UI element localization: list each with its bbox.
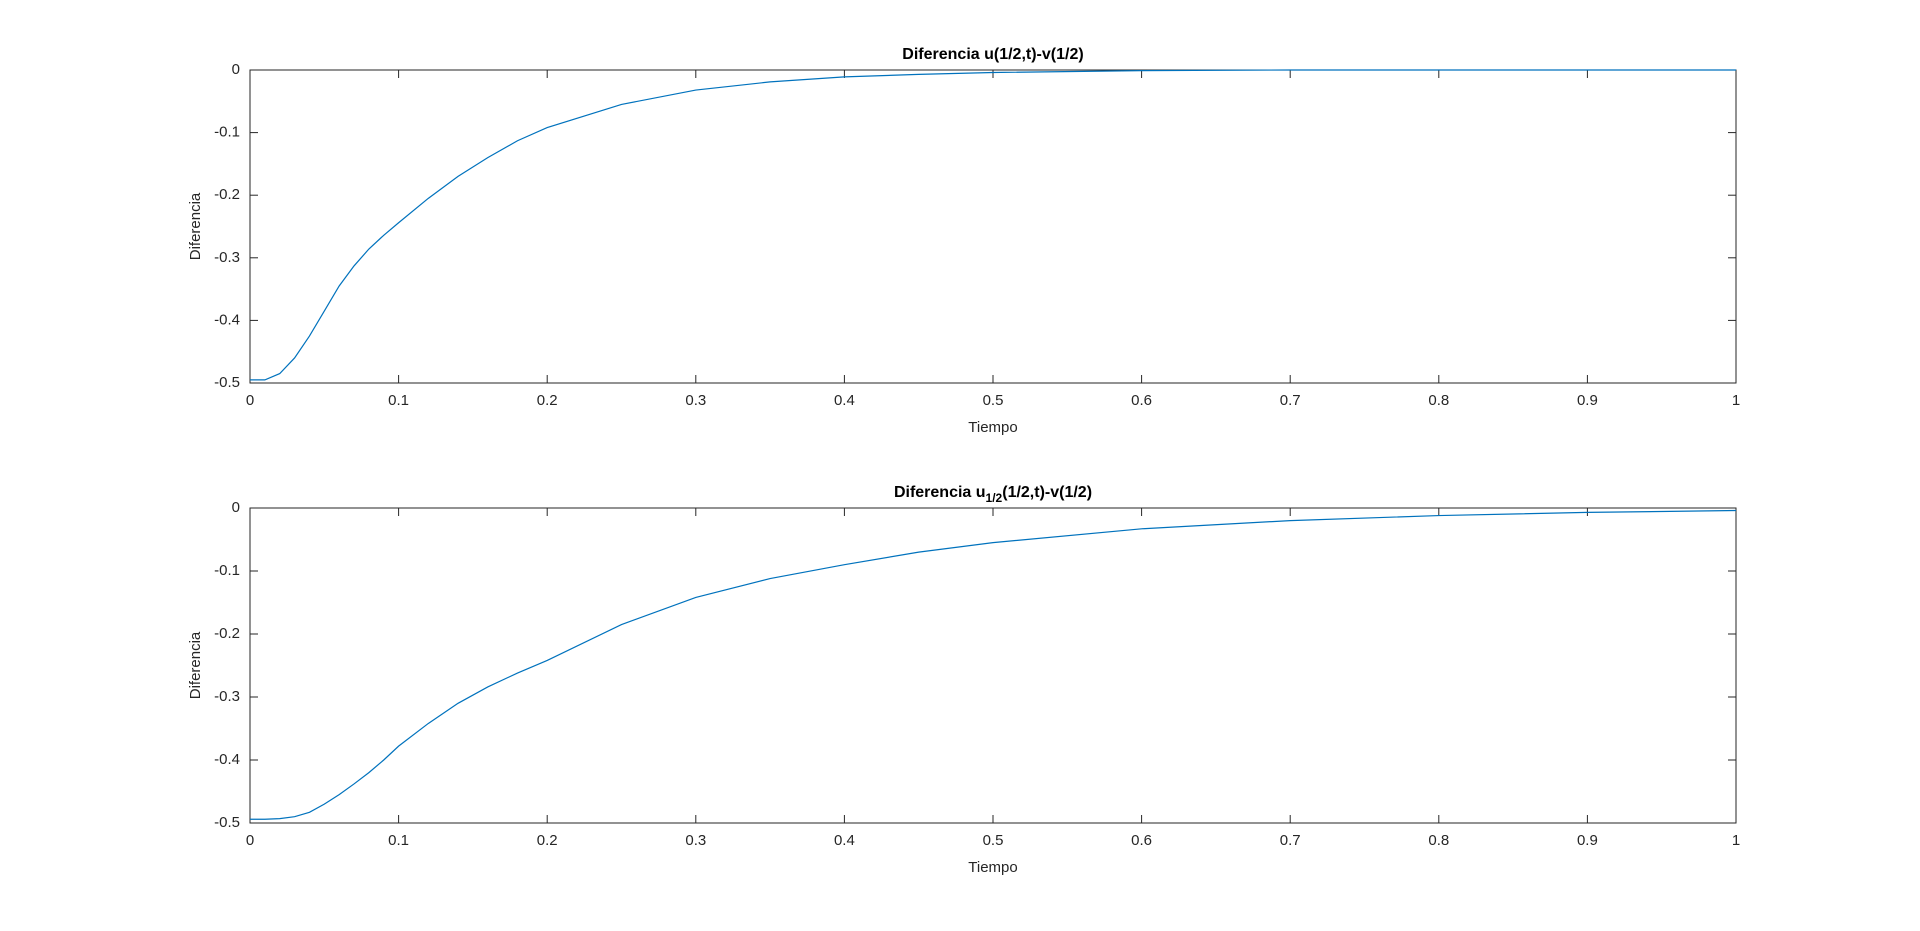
x-tick-label: 0.6 bbox=[1131, 392, 1152, 409]
x-tick-label: 0.9 bbox=[1577, 392, 1598, 409]
x-tick-label: 0.8 bbox=[1428, 832, 1449, 849]
y-tick-label: 0 bbox=[232, 61, 240, 78]
y-tick-label: -0.2 bbox=[214, 625, 240, 642]
x-tick-label: 0.2 bbox=[537, 832, 558, 849]
y-tick-label: 0 bbox=[232, 499, 240, 516]
x-tick-label: 0.4 bbox=[834, 832, 855, 849]
x-axis-label: Tiempo bbox=[968, 859, 1017, 876]
x-tick-label: 0.1 bbox=[388, 392, 409, 409]
x-tick-label: 1 bbox=[1732, 392, 1740, 409]
y-tick-label: -0.3 bbox=[214, 249, 240, 266]
axes-box bbox=[249, 507, 1737, 824]
x-tick-label: 0.3 bbox=[685, 392, 706, 409]
x-tick-label: 0.7 bbox=[1280, 832, 1301, 849]
y-tick-label: -0.2 bbox=[214, 186, 240, 203]
title-part: Diferencia u(1/2,t)-v(1/2) bbox=[902, 46, 1083, 63]
y-tick-label: -0.5 bbox=[214, 374, 240, 391]
axes-box bbox=[249, 69, 1737, 384]
x-tick-label: 0.4 bbox=[834, 392, 855, 409]
x-tick-label: 0 bbox=[246, 832, 254, 849]
x-tick-label: 0.8 bbox=[1428, 392, 1449, 409]
y-tick-label: -0.3 bbox=[214, 688, 240, 705]
chart-title: Diferencia u1/2(1/2,t)-v(1/2) bbox=[894, 484, 1092, 505]
x-tick-label: 0.5 bbox=[983, 392, 1004, 409]
x-tick-label: 1 bbox=[1732, 832, 1740, 849]
title-part: (1/2,t)-v(1/2) bbox=[1002, 484, 1092, 501]
y-tick-label: -0.1 bbox=[214, 562, 240, 579]
x-tick-label: 0.9 bbox=[1577, 832, 1598, 849]
data-line bbox=[250, 69, 1736, 381]
x-tick-label: 0 bbox=[246, 392, 254, 409]
x-tick-label: 0.1 bbox=[388, 832, 409, 849]
y-tick-label: -0.4 bbox=[214, 311, 240, 328]
y-tick-label: -0.5 bbox=[214, 814, 240, 831]
x-tick-label: 0.2 bbox=[537, 392, 558, 409]
x-tick-label: 0.6 bbox=[1131, 832, 1152, 849]
data-line bbox=[250, 509, 1737, 820]
x-tick-label: 0.5 bbox=[983, 832, 1004, 849]
x-axis-label: Tiempo bbox=[968, 419, 1017, 436]
chart-title: Diferencia u(1/2,t)-v(1/2) bbox=[902, 46, 1083, 63]
y-tick-label: -0.4 bbox=[214, 751, 240, 768]
x-tick-label: 0.7 bbox=[1280, 392, 1301, 409]
title-part: 1/2 bbox=[986, 491, 1003, 505]
x-tick-label: 0.3 bbox=[685, 832, 706, 849]
y-tick-label: -0.1 bbox=[214, 124, 240, 141]
y-axis-label: Diferencia bbox=[187, 631, 204, 699]
title-part: Diferencia u bbox=[894, 484, 986, 501]
y-axis-label: Diferencia bbox=[187, 192, 204, 260]
